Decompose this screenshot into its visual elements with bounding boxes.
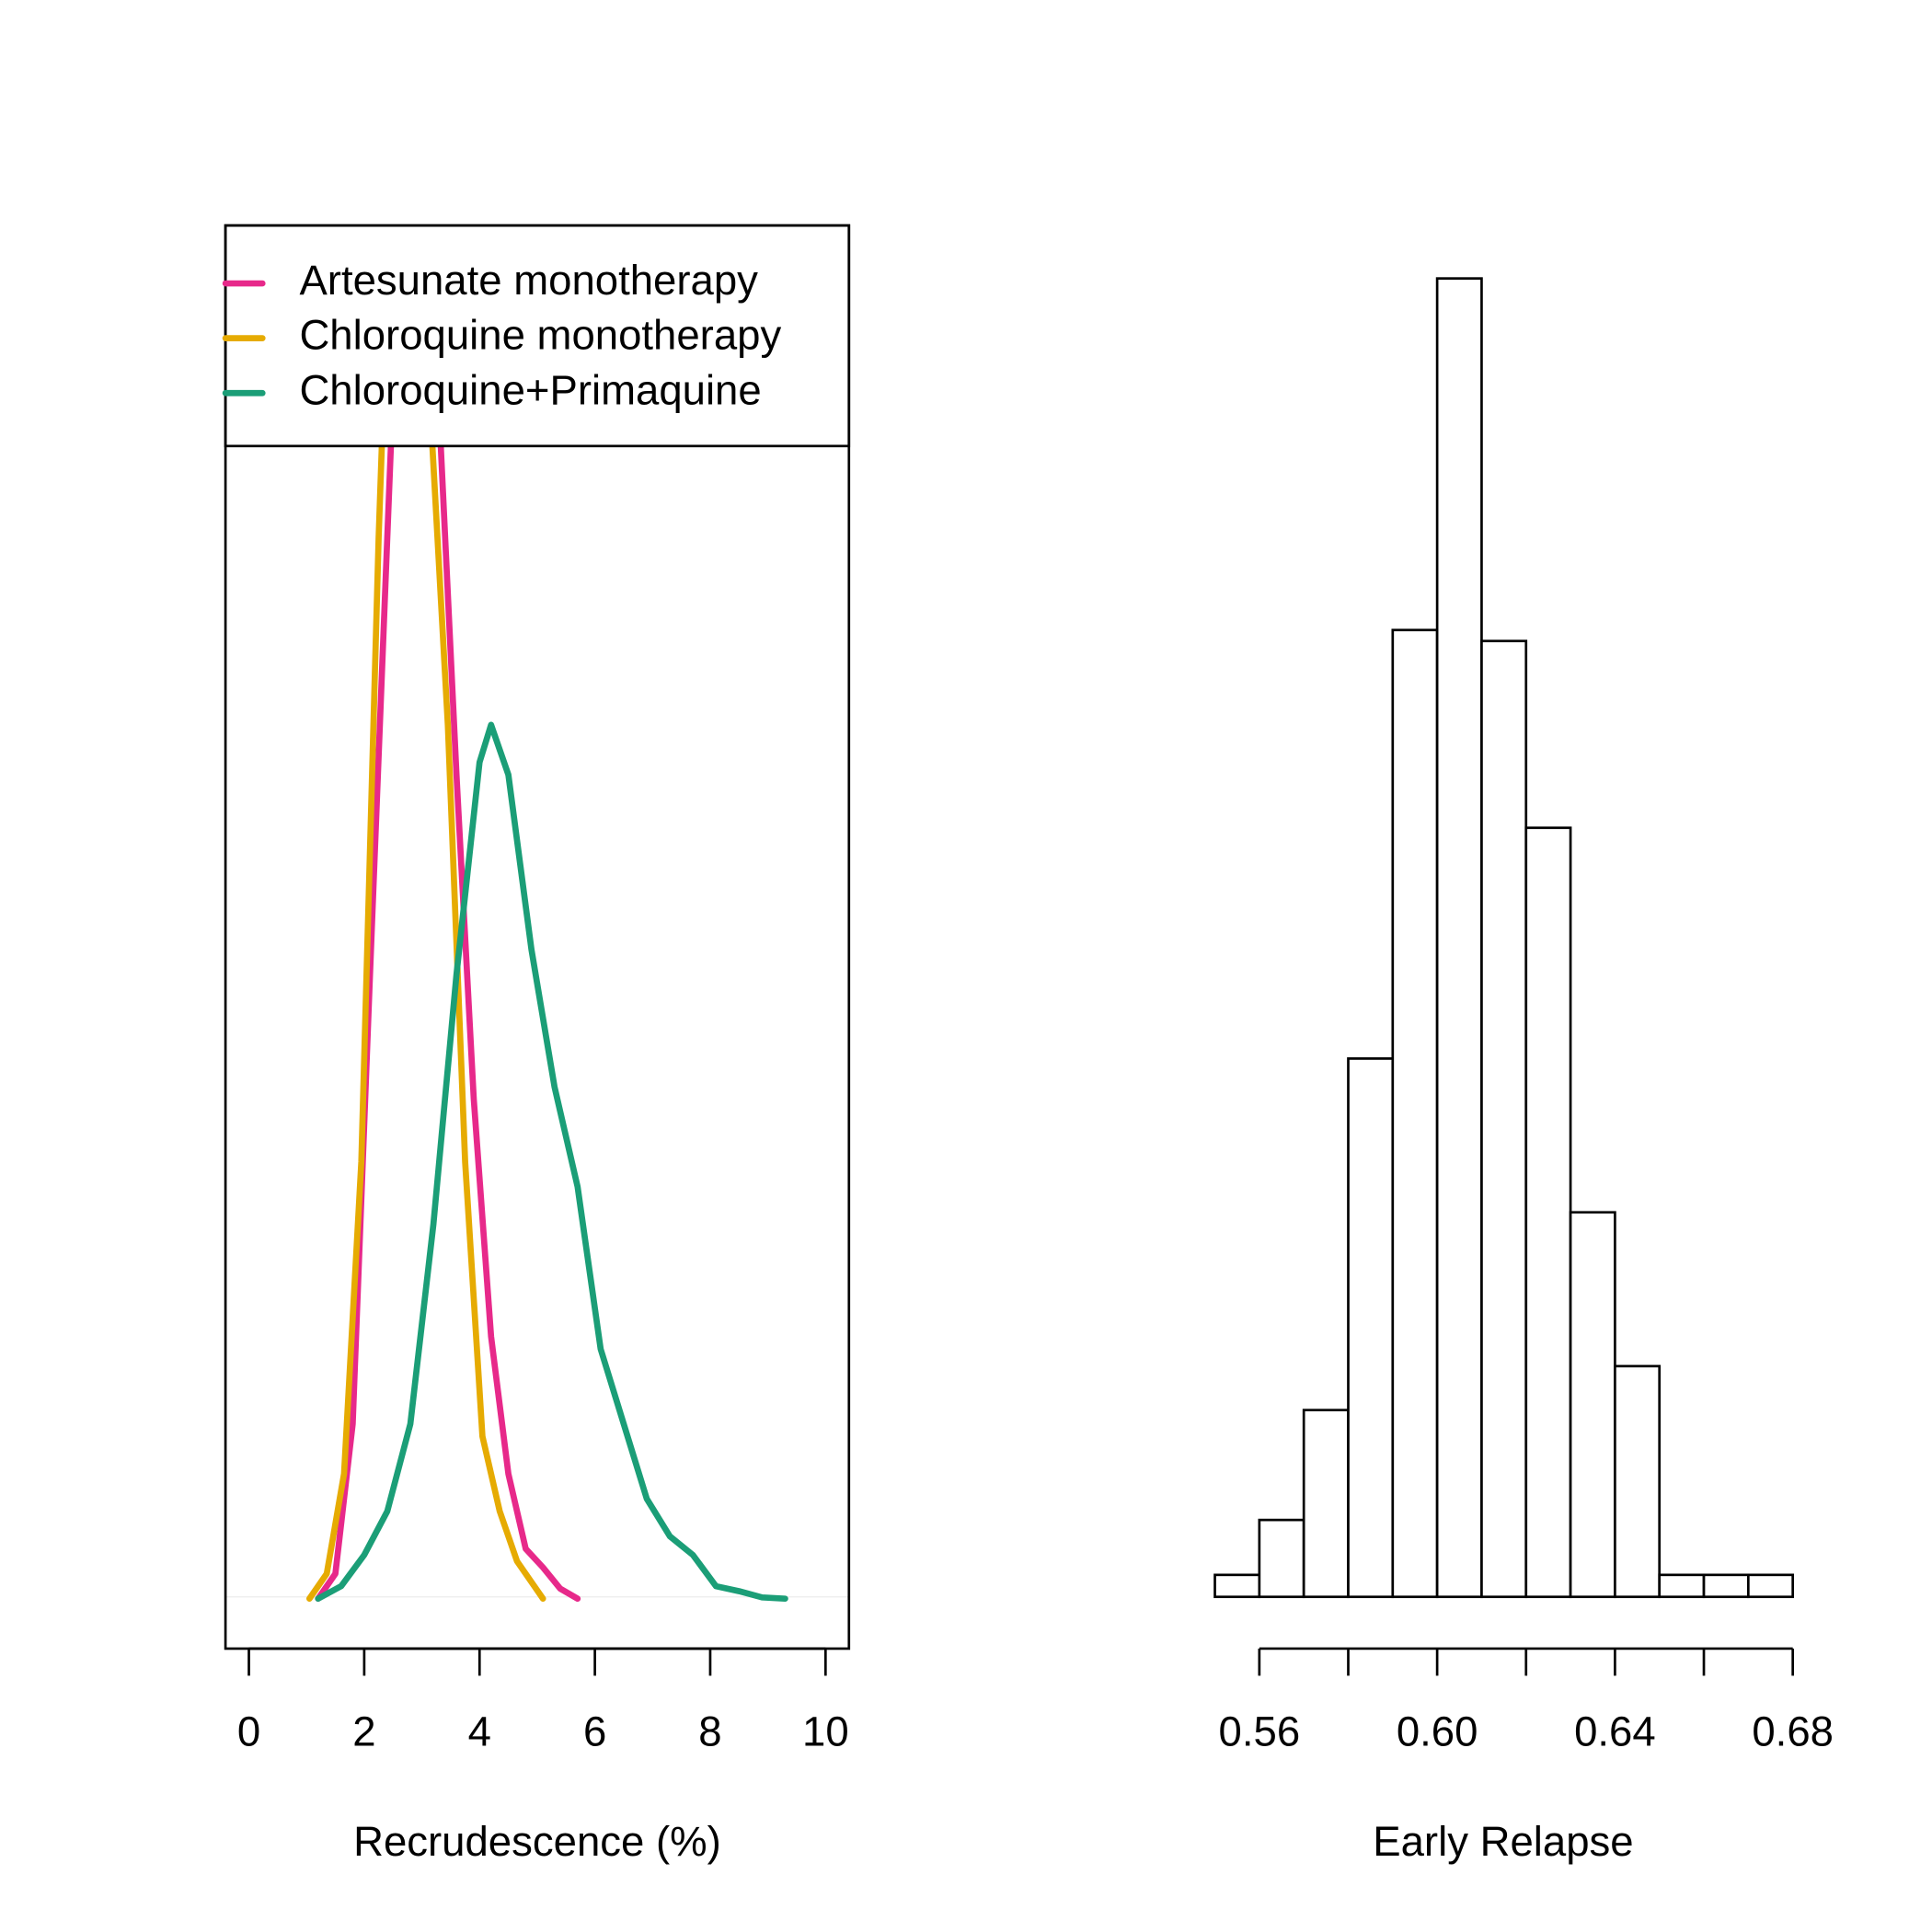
x-tick-label: 8 xyxy=(698,1708,721,1755)
histogram-bar xyxy=(1569,1211,1616,1599)
histogram-bar xyxy=(1347,1057,1395,1599)
histogram-bar xyxy=(1614,1364,1662,1599)
x-tick-label: 0.64 xyxy=(1574,1708,1656,1755)
histogram-bar xyxy=(1302,1409,1350,1599)
histogram-bar xyxy=(1480,639,1528,1599)
x-axis-title: Recrudescence (%) xyxy=(353,1818,721,1865)
legend-label: Chloroquine+Primaquine xyxy=(299,366,761,413)
legend-label: Chloroquine monotherapy xyxy=(299,312,781,359)
x-tick-label: 0 xyxy=(237,1708,260,1755)
legend-label: Artesunate monotherapy xyxy=(299,257,758,304)
density-line xyxy=(315,721,788,1603)
x-tick-label: 2 xyxy=(352,1708,375,1755)
histogram-bar xyxy=(1524,826,1572,1599)
histogram-bar xyxy=(1213,1573,1261,1599)
histogram-bar xyxy=(1435,277,1483,1599)
x-tick-label: 0.56 xyxy=(1219,1708,1301,1755)
x-tick-label: 0.60 xyxy=(1397,1708,1478,1755)
histogram-bar xyxy=(1702,1573,1750,1599)
histogram-bar xyxy=(1747,1573,1795,1599)
x-tick-label: 6 xyxy=(583,1708,606,1755)
x-tick-label: 0.68 xyxy=(1752,1708,1834,1755)
histogram-bar xyxy=(1258,1518,1305,1599)
x-axis-title: Early Relapse xyxy=(1373,1818,1633,1865)
histogram-bar xyxy=(1391,628,1439,1599)
x-tick-label: 10 xyxy=(802,1708,849,1755)
x-tick-label: 4 xyxy=(468,1708,491,1755)
histogram-bar xyxy=(1658,1573,1706,1599)
